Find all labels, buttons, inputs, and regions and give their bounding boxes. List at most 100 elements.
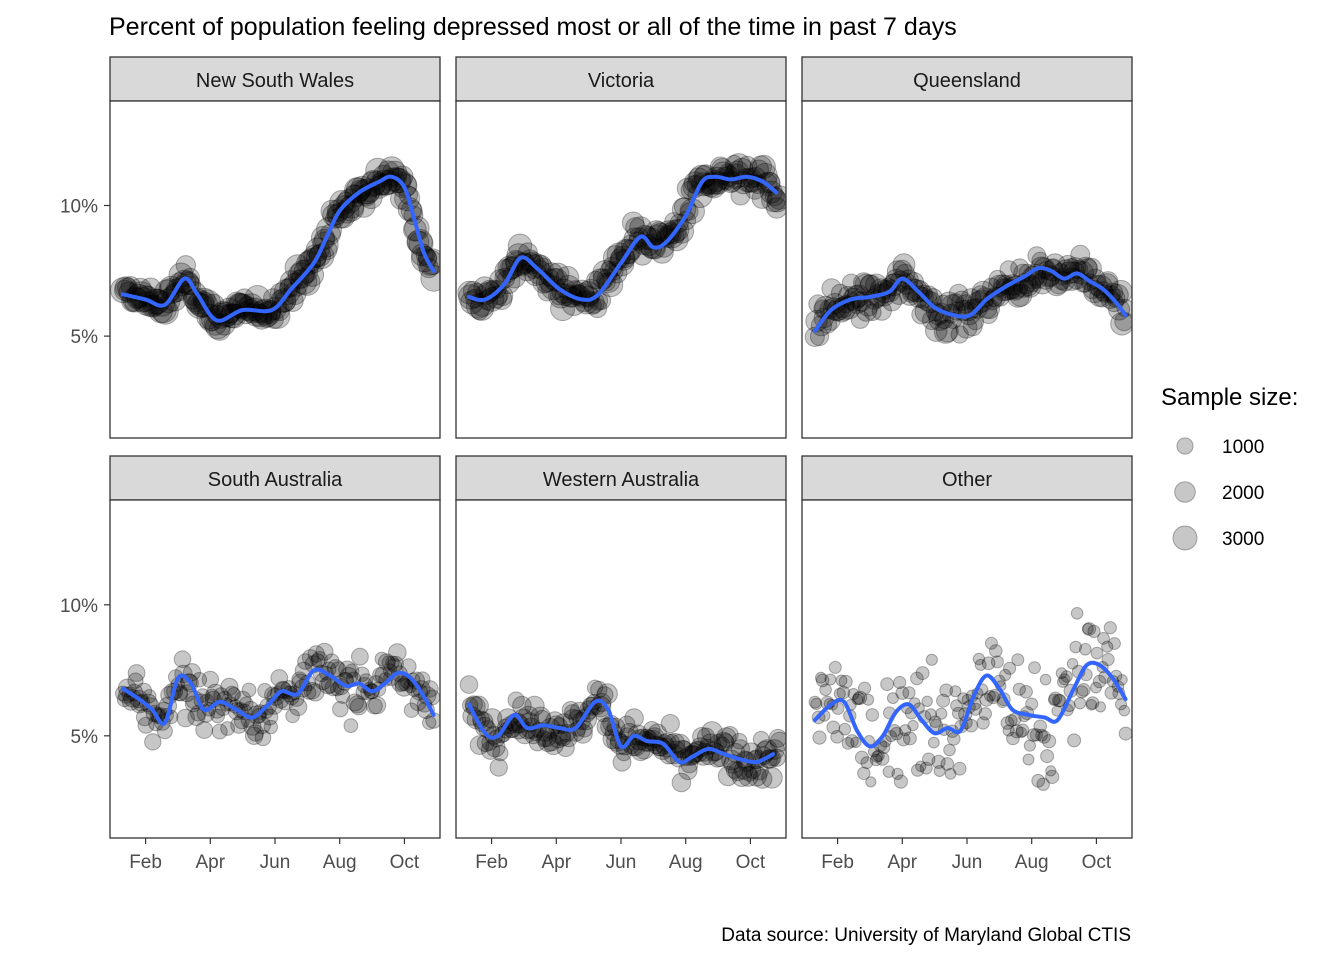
data-point [1006, 284, 1030, 308]
data-point [856, 294, 880, 317]
data-point [403, 702, 420, 718]
data-point [979, 692, 994, 707]
y-tick-label: 5% [71, 727, 99, 748]
data-point [1040, 749, 1055, 764]
data-point [1060, 670, 1073, 683]
data-point [612, 752, 632, 772]
data-point [901, 278, 925, 302]
data-point [1023, 739, 1037, 752]
data-point [673, 740, 693, 759]
data-point [852, 692, 866, 705]
legend-key [1176, 437, 1194, 455]
data-point [489, 758, 508, 777]
data-point [946, 293, 965, 311]
data-point [921, 310, 942, 331]
data-point [999, 260, 1019, 279]
data-point [556, 738, 575, 758]
data-point [928, 715, 942, 729]
data-point [808, 294, 828, 314]
data-point [632, 245, 653, 266]
x-tick-label: Oct [390, 852, 420, 873]
data-point [899, 724, 912, 737]
panel-western-australia: Western Australia Feb Apr Jun Aug Oct [455, 455, 787, 873]
data-point [1070, 244, 1091, 265]
data-point [394, 675, 411, 692]
data-point [621, 211, 645, 234]
data-point [888, 724, 902, 737]
data-point [1026, 728, 1041, 742]
data-point [1076, 683, 1091, 697]
data-point [1045, 769, 1060, 785]
data-point [176, 708, 195, 728]
data-point [252, 716, 271, 735]
data-point [768, 728, 786, 748]
scatter-points [804, 244, 1132, 347]
data-point [1118, 704, 1131, 717]
data-point [957, 692, 970, 705]
data-point [586, 679, 604, 696]
data-point [1015, 726, 1028, 739]
data-point [671, 772, 692, 793]
data-point [830, 283, 850, 303]
data-point [187, 708, 206, 726]
caption: Data source: University of Maryland Glob… [721, 925, 1131, 946]
data-point [1035, 728, 1048, 742]
data-point [838, 722, 852, 736]
x-tick-label: Jun [952, 852, 983, 873]
data-point [617, 715, 636, 734]
data-point [421, 680, 439, 698]
data-point [967, 291, 991, 315]
data-point [306, 683, 325, 702]
data-point [510, 715, 530, 734]
data-point [872, 749, 885, 762]
data-point [492, 745, 509, 762]
data-point [223, 685, 240, 703]
data-point [539, 262, 564, 287]
data-point [855, 300, 878, 322]
data-point [962, 316, 983, 337]
data-point [301, 649, 320, 667]
data-point [692, 727, 712, 747]
data-point [864, 303, 882, 322]
data-point [323, 653, 340, 670]
legend-key [1174, 481, 1196, 503]
data-point [986, 690, 1000, 705]
data-point [847, 688, 860, 700]
data-point [902, 731, 917, 746]
data-point [838, 674, 853, 689]
panel-background [456, 500, 786, 838]
data-point [871, 750, 883, 763]
data-point [988, 269, 1007, 289]
data-point [850, 736, 862, 748]
data-point [984, 690, 996, 702]
facet-label: Victoria [588, 70, 655, 92]
data-point [139, 693, 158, 713]
data-point [749, 155, 772, 178]
data-point [915, 760, 927, 772]
data-point [761, 767, 783, 789]
data-point [315, 642, 334, 661]
data-point [459, 675, 479, 694]
data-point [191, 672, 208, 688]
data-point [203, 312, 228, 336]
x-tick-label: Feb [821, 852, 854, 873]
data-point [1094, 701, 1107, 713]
facet-strip [109, 56, 441, 102]
x-tick-label: Jun [260, 852, 291, 873]
data-point [507, 691, 525, 709]
data-point [624, 708, 644, 728]
data-point [893, 675, 907, 690]
data-point [889, 726, 904, 741]
data-point [422, 715, 437, 730]
data-point [290, 268, 318, 295]
data-point [857, 766, 871, 780]
data-point [921, 695, 933, 707]
panel-other: Other Feb Apr Jun Aug Oct [801, 455, 1133, 873]
x-tick-label: Apr [888, 852, 918, 873]
facet-strip [801, 56, 1133, 102]
smooth-line [812, 660, 1128, 749]
data-point [296, 250, 321, 276]
y-tick-label: 10% [60, 196, 98, 217]
data-point [697, 727, 715, 746]
data-point [230, 716, 248, 734]
